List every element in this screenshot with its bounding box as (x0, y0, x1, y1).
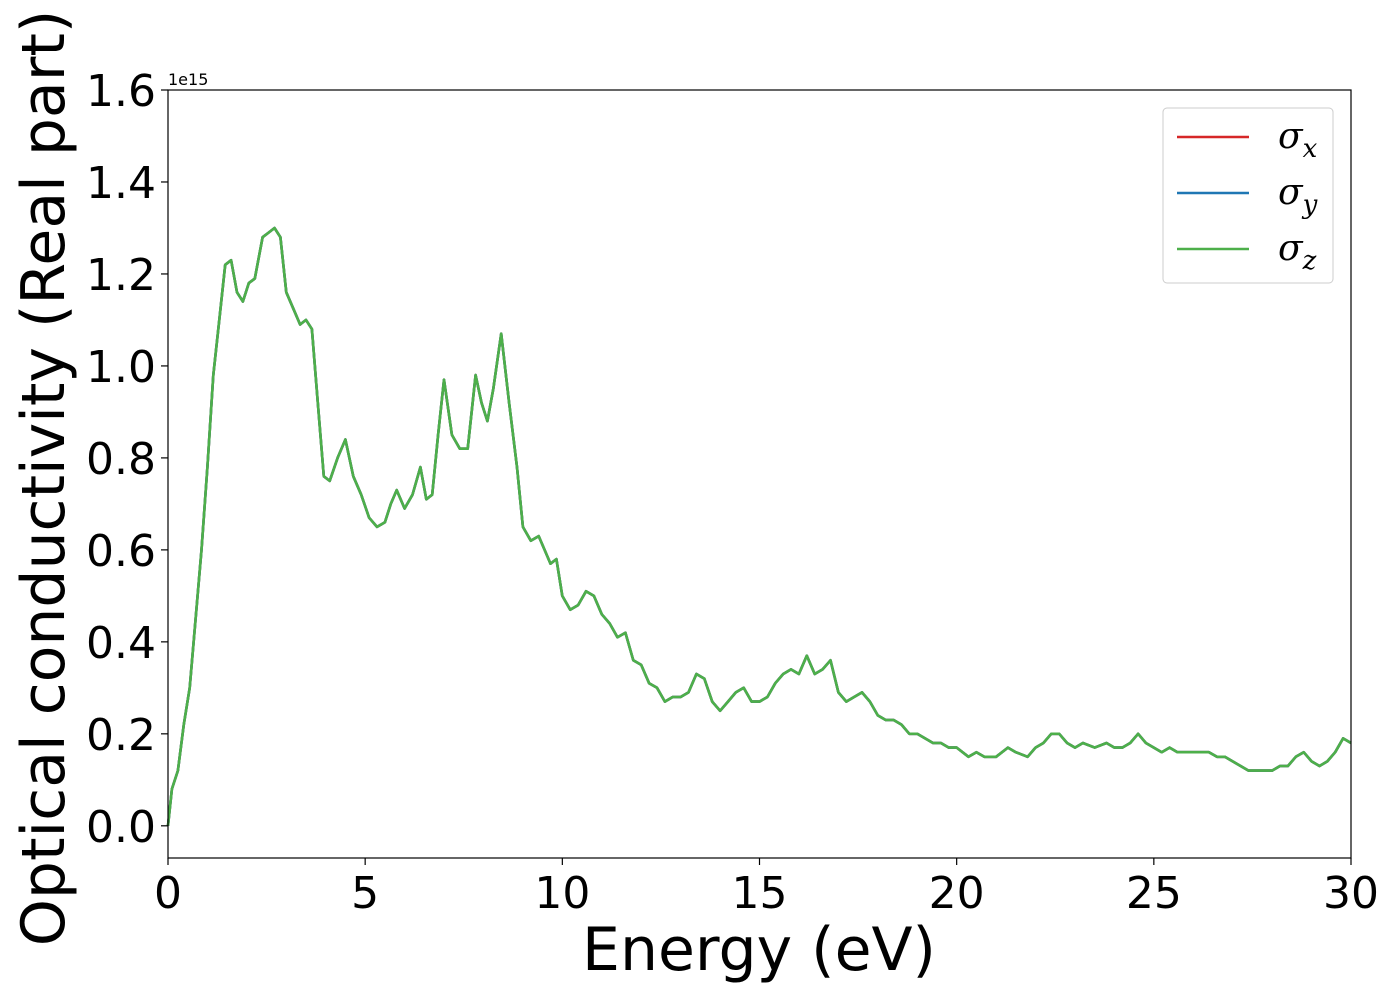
plot-background (168, 90, 1351, 858)
series-layer (166, 226, 1352, 826)
y-tick-label: 1.4 (86, 158, 156, 209)
x-tick-label: 0 (154, 868, 182, 919)
x-tick-label: 25 (1126, 868, 1182, 919)
x-tick-label: 5 (351, 868, 379, 919)
y-tick-label: 0.6 (86, 526, 156, 577)
legend-label-y: σy (1278, 172, 1318, 220)
x-tick-label: 30 (1323, 868, 1379, 919)
y-tick-label: 1.6 (86, 66, 156, 117)
y-axis: 0.0 0.2 0.4 0.6 0.8 1.0 1.2 1.4 1.6 (86, 66, 168, 853)
y-tick-label: 0.8 (86, 434, 156, 485)
y-tick-label: 1.0 (86, 342, 156, 393)
y-tick-label: 0.4 (86, 618, 156, 669)
legend: σx σy σz (1162, 107, 1334, 284)
x-tick-label: 15 (732, 868, 788, 919)
y-tick-label: 0.2 (86, 710, 156, 761)
series-line-z (166, 226, 1352, 826)
legend-label-x: σx (1278, 116, 1318, 164)
x-axis-label: Energy (eV) (582, 915, 936, 985)
legend-box (1162, 107, 1334, 284)
y-offset-label: 1e15 (168, 70, 208, 89)
y-tick-label: 0.0 (86, 802, 156, 853)
y-axis-label: Optical conductivity (Real part) (9, 10, 79, 947)
x-axis: 0 5 10 15 20 25 30 (154, 858, 1379, 919)
y-tick-label: 1.2 (86, 250, 156, 301)
x-tick-label: 10 (534, 868, 590, 919)
x-tick-label: 20 (929, 868, 985, 919)
legend-label-z: σz (1278, 228, 1317, 276)
